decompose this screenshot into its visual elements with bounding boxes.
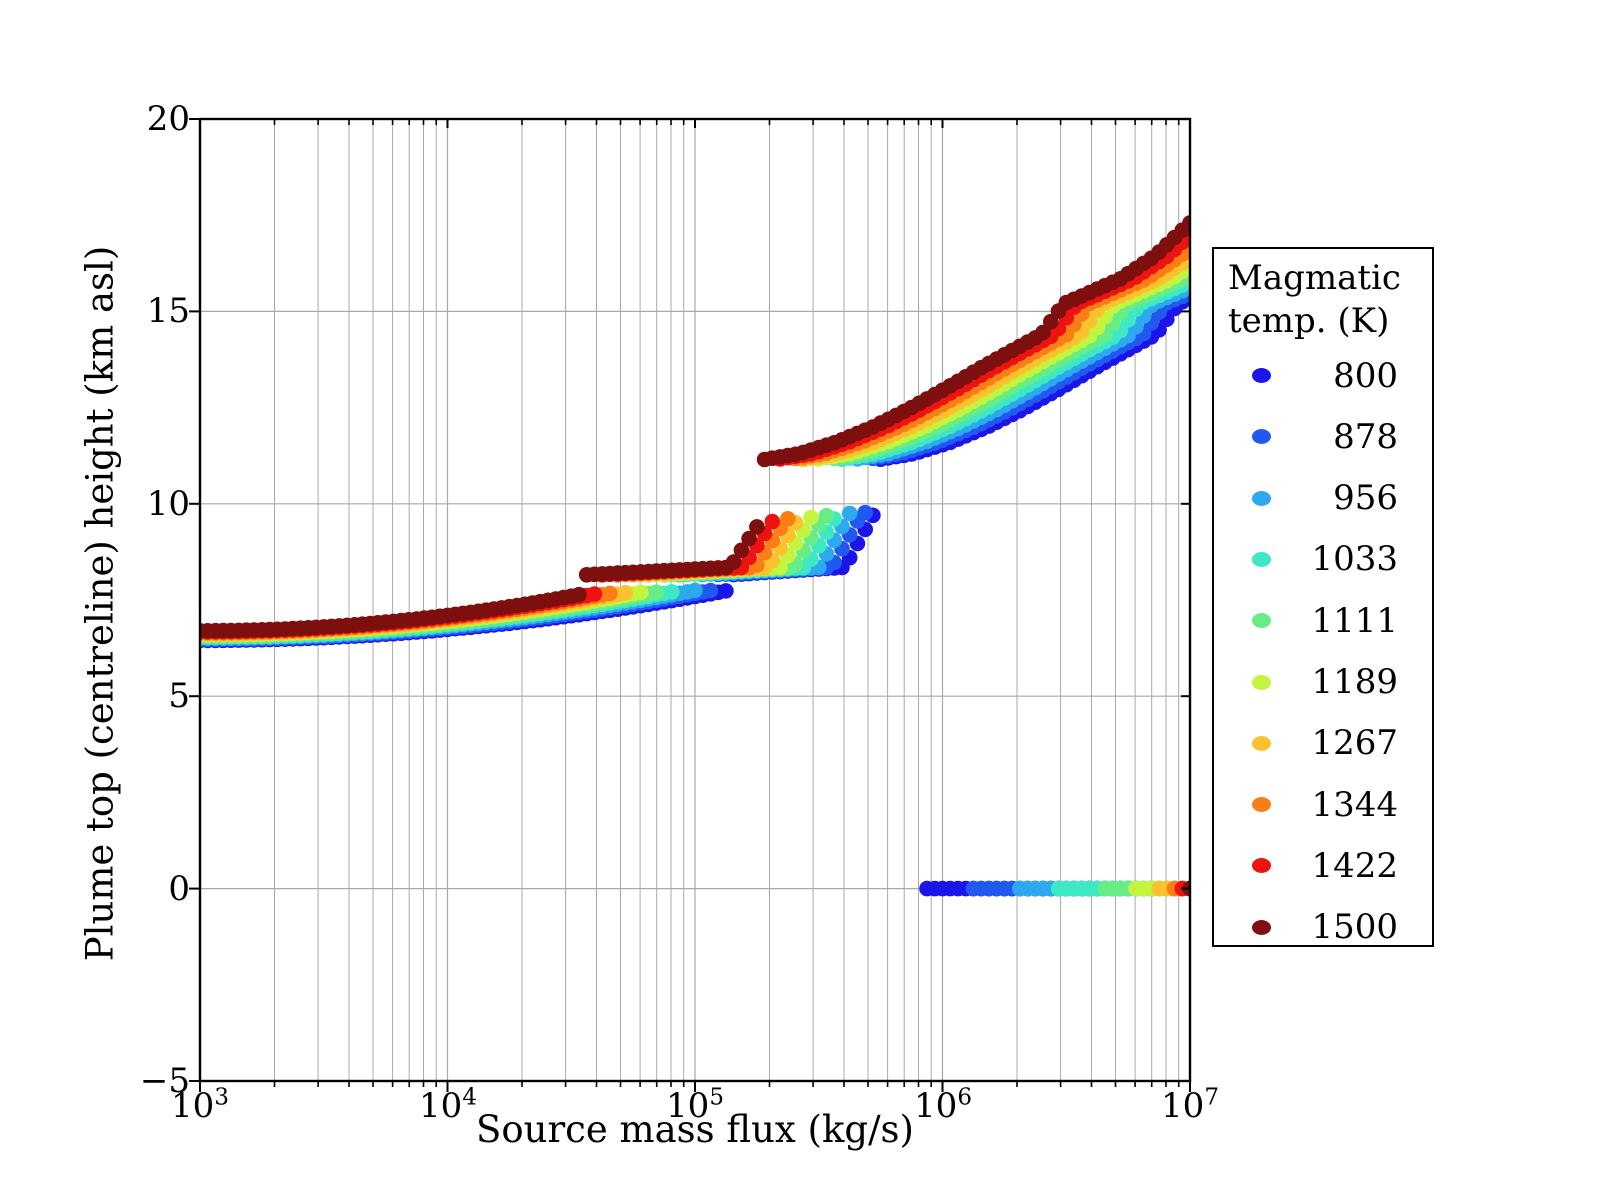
- axis-ticks: [189, 118, 1191, 1092]
- legend-value: 1033: [1311, 539, 1398, 580]
- legend-marker: [1252, 551, 1271, 567]
- legend-entry: 1033: [1214, 529, 1432, 590]
- legend-marker: [1252, 490, 1271, 506]
- y-tick-label: −5: [139, 1061, 190, 1101]
- legend-entry: 800: [1214, 345, 1432, 406]
- x-axis-title: Source mass flux (kg/s): [476, 1108, 914, 1151]
- legend-title-line2: temp. (K): [1228, 300, 1390, 341]
- legend-value: 800: [1333, 355, 1398, 396]
- legend-entry: 1422: [1214, 835, 1432, 896]
- legend-box: Magmatic temp. (K) 800 878 956 1033 1111 1189…: [1212, 247, 1434, 947]
- y-tick-label: 5: [168, 676, 190, 716]
- legend-value: 1111: [1311, 600, 1398, 641]
- x-tick-label: 106: [914, 1084, 972, 1126]
- y-tick-label: 15: [146, 291, 190, 331]
- legend-entry: 878: [1214, 406, 1432, 467]
- legend-marker: [1252, 613, 1271, 629]
- legend-marker: [1252, 674, 1271, 690]
- legend-entry: 956: [1214, 468, 1432, 529]
- legend-entry: 1189: [1214, 652, 1432, 713]
- legend-value: 1344: [1311, 784, 1398, 825]
- legend-value: 1189: [1311, 662, 1398, 702]
- legend-entry: 1111: [1214, 590, 1432, 651]
- y-tick-label: 10: [146, 484, 190, 524]
- legend-marker: [1252, 797, 1271, 813]
- legend-value: 956: [1333, 478, 1398, 519]
- y-tick-label: 0: [168, 869, 190, 909]
- legend-title: Magmatic temp. (K): [1228, 257, 1432, 342]
- legend-title-line1: Magmatic: [1228, 258, 1401, 298]
- x-tick-label: 104: [419, 1084, 477, 1126]
- legend-entry: 1500: [1214, 897, 1432, 958]
- x-tick-label: 105: [666, 1084, 724, 1126]
- legend-marker: [1252, 735, 1271, 751]
- legend-value: 1500: [1311, 907, 1398, 948]
- y-tick-label: 20: [146, 99, 190, 139]
- x-tick-label: 103: [171, 1084, 229, 1126]
- legend-value: 1267: [1311, 723, 1398, 764]
- x-tick-label: 107: [1161, 1084, 1219, 1126]
- legend-entry: 1267: [1214, 713, 1432, 774]
- scatter-points-layer: [199, 215, 1191, 897]
- legend-marker: [1252, 429, 1271, 445]
- legend-entry: 1344: [1214, 774, 1432, 835]
- legend-marker: [1252, 368, 1271, 383]
- y-axis-title: Plume top (centreline) height (km asl): [78, 245, 122, 962]
- legend-entries: 800 878 956 1033 1111 1189 1267 1344 1422 1500: [1214, 345, 1432, 947]
- legend-value: 878: [1333, 416, 1398, 457]
- legend-marker: [1252, 919, 1271, 935]
- legend-marker: [1252, 858, 1271, 874]
- legend-value: 1422: [1311, 845, 1398, 886]
